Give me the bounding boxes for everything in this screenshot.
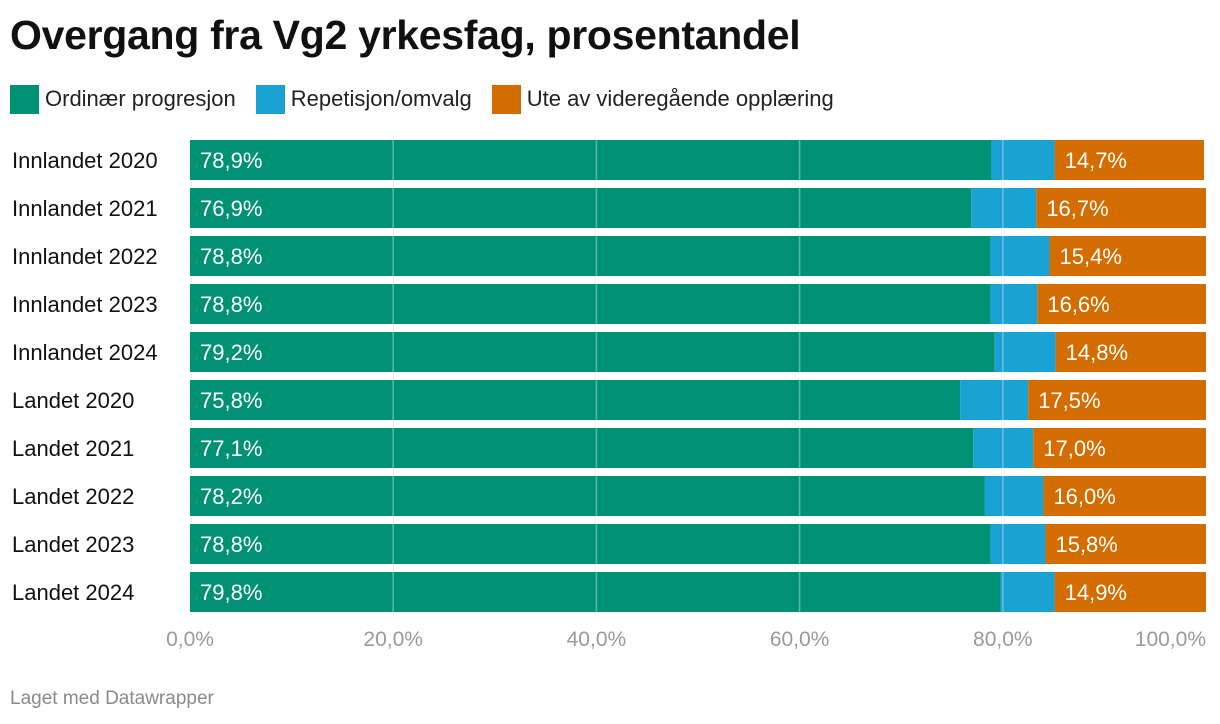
x-tick-label: 20,0% bbox=[363, 628, 423, 651]
category-label: Innlandet 2021 bbox=[12, 196, 158, 221]
category-label: Landet 2020 bbox=[12, 388, 134, 413]
data-label-ute: 17,0% bbox=[1043, 436, 1105, 461]
data-label-ordinaer: 78,8% bbox=[200, 532, 262, 557]
data-label-ute: 16,0% bbox=[1053, 484, 1115, 509]
bar-segment-ordinaer bbox=[190, 284, 991, 324]
legend-label-ute: Ute av videregående opplæring bbox=[526, 86, 834, 111]
data-label-ordinaer: 77,1% bbox=[200, 436, 262, 461]
bar-segment-ordinaer bbox=[190, 524, 991, 564]
data-label-ute: 14,8% bbox=[1066, 340, 1128, 365]
data-label-ute: 16,7% bbox=[1046, 196, 1108, 221]
x-tick-label: 80,0% bbox=[973, 628, 1033, 651]
data-label-ordinaer: 78,8% bbox=[200, 292, 262, 317]
data-label-ute: 17,5% bbox=[1038, 388, 1100, 413]
bar-segment-repetisjon bbox=[960, 380, 1029, 420]
data-label-ute: 14,9% bbox=[1065, 580, 1127, 605]
x-tick-label: 100,0% bbox=[1135, 628, 1206, 651]
data-label-ordinaer: 75,8% bbox=[200, 388, 262, 413]
legend-item-ordinaer: Ordinær progresjon bbox=[10, 84, 236, 114]
data-label-ordinaer: 76,9% bbox=[200, 196, 262, 221]
x-tick-label: 60,0% bbox=[770, 628, 830, 651]
data-label-ordinaer: 79,2% bbox=[200, 340, 262, 365]
bar-segment-ute bbox=[1045, 524, 1206, 564]
bar-segment-ordinaer bbox=[190, 572, 1001, 612]
bar-segment-ordinaer bbox=[190, 188, 972, 228]
bar-segment-ordinaer bbox=[190, 380, 961, 420]
bar-segment-ute bbox=[1054, 572, 1206, 612]
category-label: Landet 2022 bbox=[12, 484, 134, 509]
data-label-ute: 16,6% bbox=[1047, 292, 1109, 317]
category-label: Innlandet 2020 bbox=[12, 148, 158, 173]
x-tick-label: 0,0% bbox=[166, 628, 214, 651]
category-label: Landet 2024 bbox=[12, 580, 134, 605]
data-label-ordinaer: 78,9% bbox=[200, 148, 262, 173]
legend-swatch-ute bbox=[491, 84, 521, 114]
bar-segment-ute bbox=[1033, 428, 1206, 468]
legend-swatch-repetisjon bbox=[255, 84, 285, 114]
legend-label-ordinaer: Ordinær progresjon bbox=[45, 86, 236, 111]
bar-segment-ute bbox=[1043, 476, 1206, 516]
x-tick-label: 40,0% bbox=[567, 628, 627, 651]
category-label: Landet 2023 bbox=[12, 532, 134, 557]
legend-swatch-ordinaer bbox=[10, 84, 39, 114]
data-label-ute: 15,8% bbox=[1055, 532, 1117, 557]
bar-segment-repetisjon bbox=[1000, 572, 1055, 612]
data-label-ordinaer: 79,8% bbox=[200, 580, 262, 605]
data-label-ordinaer: 78,2% bbox=[200, 484, 262, 509]
bar-segment-ordinaer bbox=[190, 140, 992, 180]
category-label: Landet 2021 bbox=[12, 436, 134, 461]
bar-segment-repetisjon bbox=[990, 236, 1050, 276]
footer-credit: Laget med Datawrapper bbox=[10, 688, 214, 709]
category-label: Innlandet 2022 bbox=[12, 244, 158, 269]
bar-segment-ute bbox=[1036, 188, 1206, 228]
bar-segment-repetisjon bbox=[990, 524, 1046, 564]
data-label-ordinaer: 78,8% bbox=[200, 244, 262, 269]
bar-segment-repetisjon bbox=[990, 284, 1038, 324]
chart-title: Overgang fra Vg2 yrkesfag, prosentandel bbox=[10, 12, 801, 58]
bar-segment-ute bbox=[1049, 236, 1206, 276]
bar-segment-ute bbox=[1055, 332, 1206, 372]
legend-item-ute: Ute av videregående opplæring bbox=[491, 84, 834, 114]
data-label-ute: 15,4% bbox=[1060, 244, 1122, 269]
legend: Ordinær progresjon Repetisjon/omvalg Ute… bbox=[10, 84, 854, 114]
legend-label-repetisjon: Repetisjon/omvalg bbox=[290, 86, 472, 111]
bar-segment-repetisjon bbox=[994, 332, 1056, 372]
bar-segment-repetisjon bbox=[973, 428, 1034, 468]
data-label-ute: 14,7% bbox=[1065, 148, 1127, 173]
category-label: Innlandet 2024 bbox=[12, 340, 158, 365]
bar-segment-ordinaer bbox=[190, 476, 985, 516]
bar-segment-ute bbox=[1054, 140, 1204, 180]
bar-segment-ute bbox=[1028, 380, 1206, 420]
bar-segment-repetisjon bbox=[971, 188, 1037, 228]
bar-segment-repetisjon bbox=[984, 476, 1044, 516]
bar-segment-ordinaer bbox=[190, 236, 991, 276]
bar-segment-repetisjon bbox=[991, 140, 1055, 180]
category-label: Innlandet 2023 bbox=[12, 292, 158, 317]
legend-item-repetisjon: Repetisjon/omvalg bbox=[255, 84, 472, 114]
bar-segment-ute bbox=[1037, 284, 1206, 324]
bar-segment-ordinaer bbox=[190, 428, 974, 468]
bar-segment-ordinaer bbox=[190, 332, 995, 372]
